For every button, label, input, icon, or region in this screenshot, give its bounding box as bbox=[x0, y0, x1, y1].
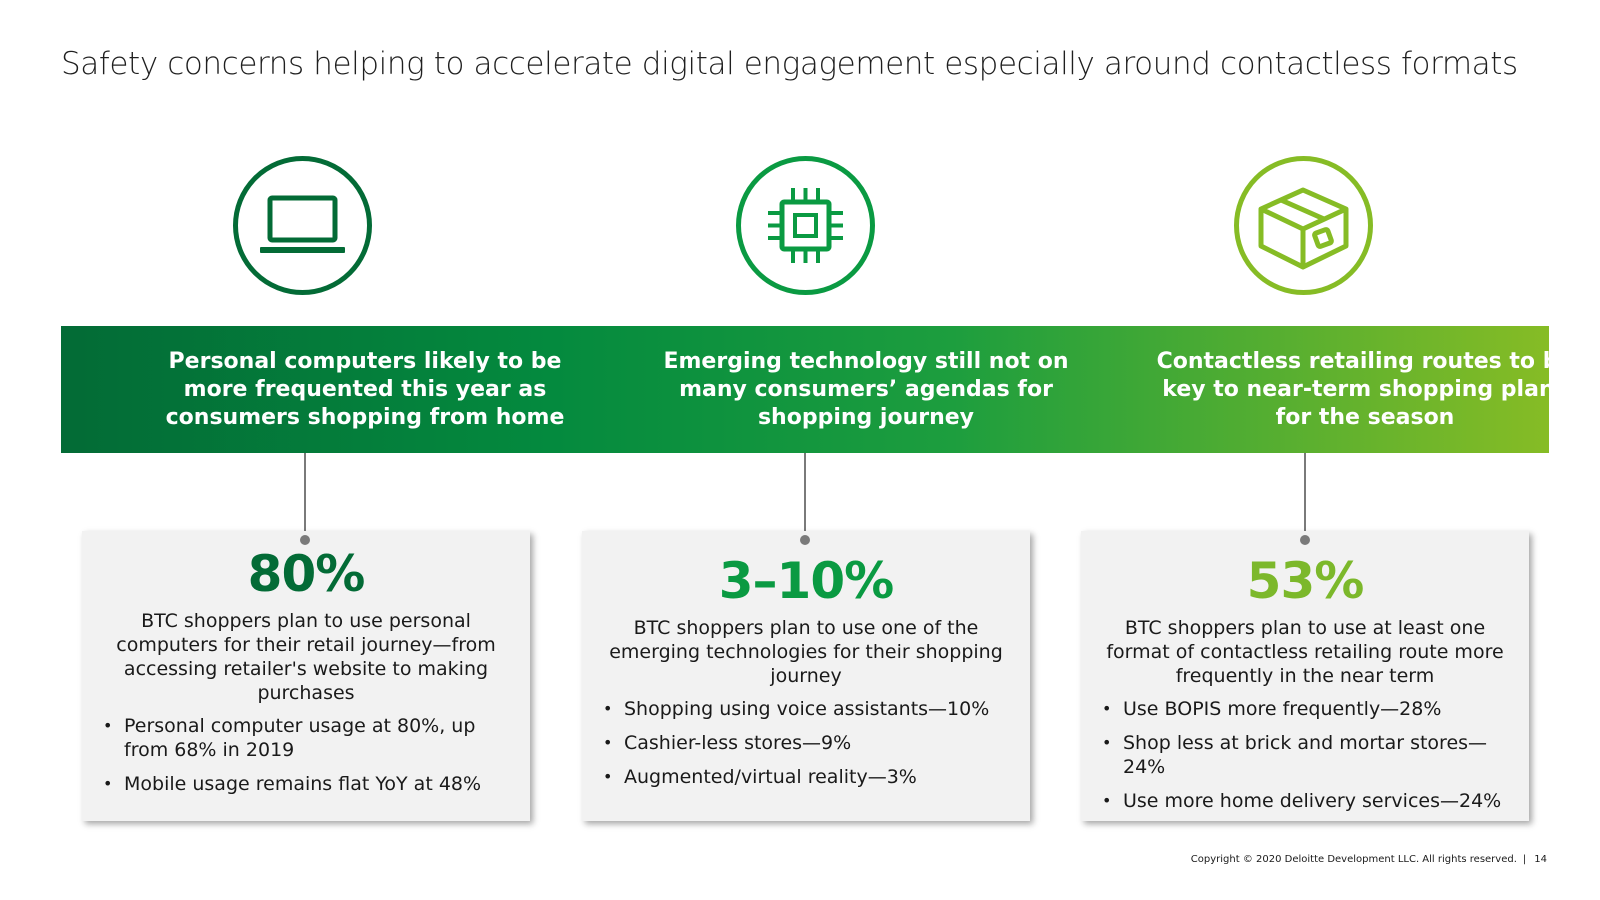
stat-card-personal-computers: 80% BTC shoppers plan to use personal co… bbox=[82, 531, 530, 821]
bullet-list: Personal computer usage at 80%, up from … bbox=[100, 714, 512, 796]
laptop-icon bbox=[233, 156, 372, 295]
microchip-icon bbox=[736, 156, 875, 295]
list-item: Shop less at brick and mortar stores—24% bbox=[1099, 731, 1511, 779]
bullet-list: Shopping using voice assistants—10% Cash… bbox=[600, 697, 1012, 789]
page-number: 14 bbox=[1534, 854, 1547, 865]
package-box-icon bbox=[1234, 156, 1373, 295]
stat-card-emerging-technology: 3–10% BTC shoppers plan to use one of th… bbox=[582, 531, 1030, 821]
connector-dot bbox=[1300, 535, 1310, 545]
list-item: Personal computer usage at 80%, up from … bbox=[100, 714, 512, 762]
copyright-text: Copyright © 2020 Deloitte Development LL… bbox=[1190, 854, 1517, 865]
slide-title: Safety concerns helping to accelerate di… bbox=[61, 46, 1518, 82]
stat-value: 53% bbox=[1246, 552, 1365, 610]
connector-dot bbox=[800, 535, 810, 545]
column-2-heading: Emerging technology still not on many co… bbox=[663, 349, 1069, 430]
connector-line bbox=[1304, 453, 1306, 539]
connector-line bbox=[804, 453, 806, 539]
list-item: Mobile usage remains flat YoY at 48% bbox=[100, 772, 512, 796]
stat-value: 80% bbox=[247, 545, 366, 603]
stat-description: BTC shoppers plan to use at least one fo… bbox=[1106, 617, 1504, 687]
list-item: Augmented/virtual reality—3% bbox=[600, 765, 1012, 789]
package-box-icon-circle bbox=[1233, 155, 1374, 296]
list-item: Use more home delivery services—24% bbox=[1099, 789, 1511, 813]
microchip-icon-circle bbox=[735, 155, 876, 296]
column-3-heading: Contactless retailing routes to be key t… bbox=[1156, 349, 1574, 430]
stat-value: 3–10% bbox=[718, 552, 894, 610]
laptop-icon-circle bbox=[232, 155, 373, 296]
list-item: Use BOPIS more frequently—28% bbox=[1099, 697, 1511, 721]
stat-description: BTC shoppers plan to use personal comput… bbox=[116, 610, 496, 704]
stat-description: BTC shoppers plan to use one of the emer… bbox=[609, 617, 1003, 687]
connector-line bbox=[304, 453, 306, 539]
list-item: Cashier-less stores—9% bbox=[600, 731, 1012, 755]
stat-card-contactless-retailing: 53% BTC shoppers plan to use at least on… bbox=[1081, 531, 1529, 821]
column-1-heading: Personal computers likely to be more fre… bbox=[165, 349, 565, 430]
list-item: Shopping using voice assistants—10% bbox=[600, 697, 1012, 721]
footer-separator: | bbox=[1522, 854, 1527, 865]
bullet-list: Use BOPIS more frequently—28% Shop less … bbox=[1099, 697, 1511, 813]
headline-band: Personal computers likely to be more fre… bbox=[61, 326, 1573, 453]
footer: Copyright © 2020 Deloitte Development LL… bbox=[1191, 854, 1547, 865]
connector-dot bbox=[300, 535, 310, 545]
